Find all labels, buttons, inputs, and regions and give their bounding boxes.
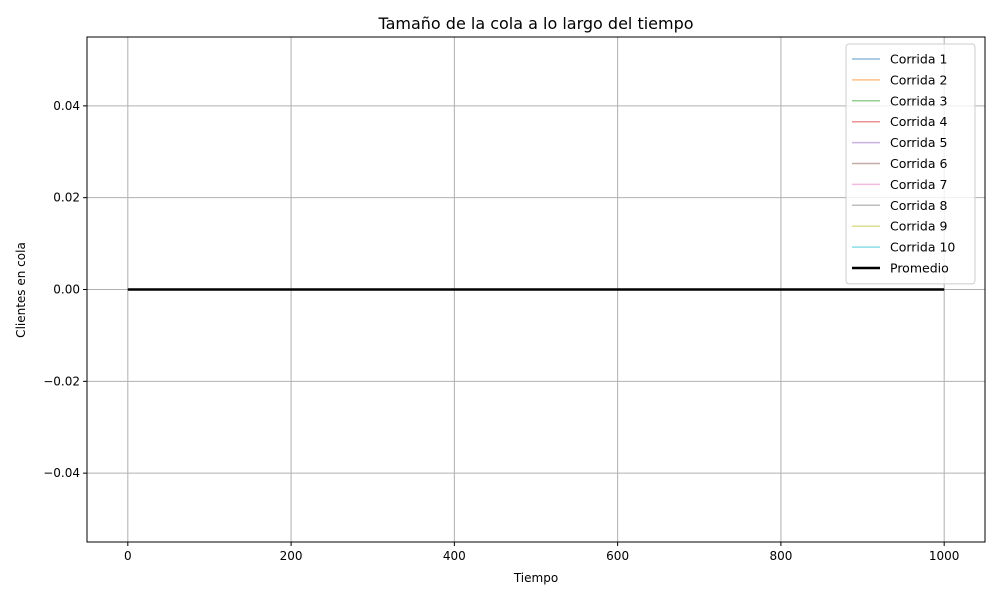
legend: Corrida 1 Corrida 2 Corrida 3 Corrida 4 Corr… [845,43,976,285]
y-tick-label: 0.02 [53,191,80,205]
x-tick-label: 0 [124,549,132,563]
legend-label: Corrida 6 [890,156,947,171]
legend-label: Corrida 1 [890,52,947,67]
legend-label: Corrida 4 [890,114,947,129]
x-tick-label: 200 [280,549,303,563]
legend-label: Corrida 3 [890,93,947,108]
x-tick-label: 400 [443,549,466,563]
legend-label: Corrida 7 [890,177,947,192]
legend-label: Corrida 5 [890,135,947,150]
chart-title: Tamaño de la cola a lo largo del tiempo [377,14,693,33]
legend-box [845,43,976,285]
x-axis-label: Tiempo [513,571,558,585]
y-tick-label: −0.04 [43,466,80,480]
x-axis: 0 200 400 600 800 1000 [124,542,959,563]
y-tick-label: 0.00 [53,283,80,297]
legend-label: Corrida 9 [890,219,947,234]
legend-label: Corrida 8 [890,198,947,213]
legend-label: Corrida 2 [890,72,947,87]
x-tick-label: 800 [769,549,792,563]
legend-label: Corrida 10 [890,240,955,255]
y-axis: −0.04 −0.02 0.00 0.02 0.04 [43,99,87,480]
y-axis-label: Clientes en cola [14,242,28,338]
legend-label: Promedio [890,261,949,276]
y-tick-label: −0.02 [43,374,80,388]
y-tick-label: 0.04 [53,99,80,113]
x-tick-label: 1000 [929,549,960,563]
x-tick-label: 600 [606,549,629,563]
